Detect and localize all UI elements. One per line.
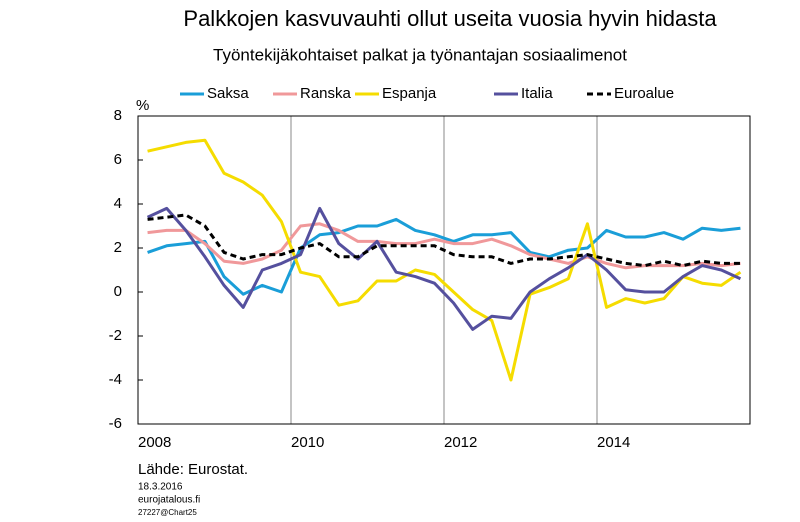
y-tick-label: 6 (114, 151, 122, 168)
x-tick-label: 2014 (597, 434, 630, 451)
legend-label: Euroalue (614, 85, 674, 102)
legend-label: Italia (521, 85, 553, 102)
y-tick-label: -6 (109, 415, 122, 432)
chart-subtitle: Työntekijäkohtaiset palkat ja työnantaja… (213, 45, 627, 64)
y-tick-label: 4 (114, 195, 122, 212)
chart-title: Palkkojen kasvuvauhti ollut useita vuosi… (183, 6, 717, 31)
x-tick-label: 2008 (138, 434, 171, 451)
y-tick-label: 0 (114, 283, 122, 300)
footer-id: 27227@Chart25 (138, 508, 197, 517)
legend-label: Espanja (382, 85, 437, 102)
series-line (146, 206, 742, 331)
plot-frame (137, 115, 751, 425)
legend-label: Saksa (207, 85, 249, 102)
series-line (147, 213, 741, 268)
legend-label: Ranska (300, 85, 352, 102)
y-unit: % (136, 97, 149, 114)
series-line (147, 138, 742, 382)
x-tick-label: 2012 (444, 434, 477, 451)
x-tick-label: 2010 (291, 434, 324, 451)
y-tick-label: 2 (114, 239, 122, 256)
footer-site: eurojatalous.fi (138, 495, 200, 506)
footer-date: 18.3.2016 (138, 482, 183, 493)
series-line (147, 217, 741, 296)
y-tick-label: -2 (109, 327, 122, 344)
series-line (147, 222, 741, 270)
y-tick-label: -4 (109, 371, 122, 388)
source: Lähde: Eurostat. (138, 461, 248, 478)
y-tick-label: 8 (114, 107, 122, 124)
